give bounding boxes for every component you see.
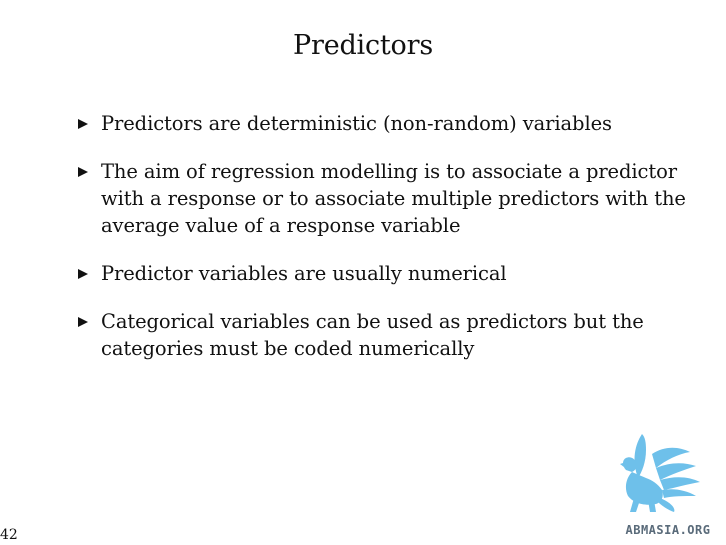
bullet-list: Predictors are deterministic (non-random… [78,110,688,383]
griffin-logo-icon [620,434,700,512]
triangle-bullet-icon [78,317,88,327]
bullet-text: The aim of regression modelling is to as… [101,160,686,237]
bullet-item: The aim of regression modelling is to as… [78,158,688,239]
logo: ABMASIA.ORG [612,432,722,537]
page-number: 42 [0,527,18,543]
bullet-item: Categorical variables can be used as pre… [78,308,688,362]
bullet-item: Predictor variables are usually numerica… [78,260,688,287]
bullet-text: Categorical variables can be used as pre… [101,310,644,360]
bullet-text: Predictor variables are usually numerica… [101,262,507,285]
triangle-bullet-icon [78,167,88,177]
slide-title: Predictors [293,30,433,61]
bullet-text: Predictors are deterministic (non-random… [101,112,612,135]
triangle-bullet-icon [78,269,88,279]
logo-text: ABMASIA.ORG [625,523,711,537]
triangle-bullet-icon [78,119,88,129]
bullet-item: Predictors are deterministic (non-random… [78,110,688,137]
